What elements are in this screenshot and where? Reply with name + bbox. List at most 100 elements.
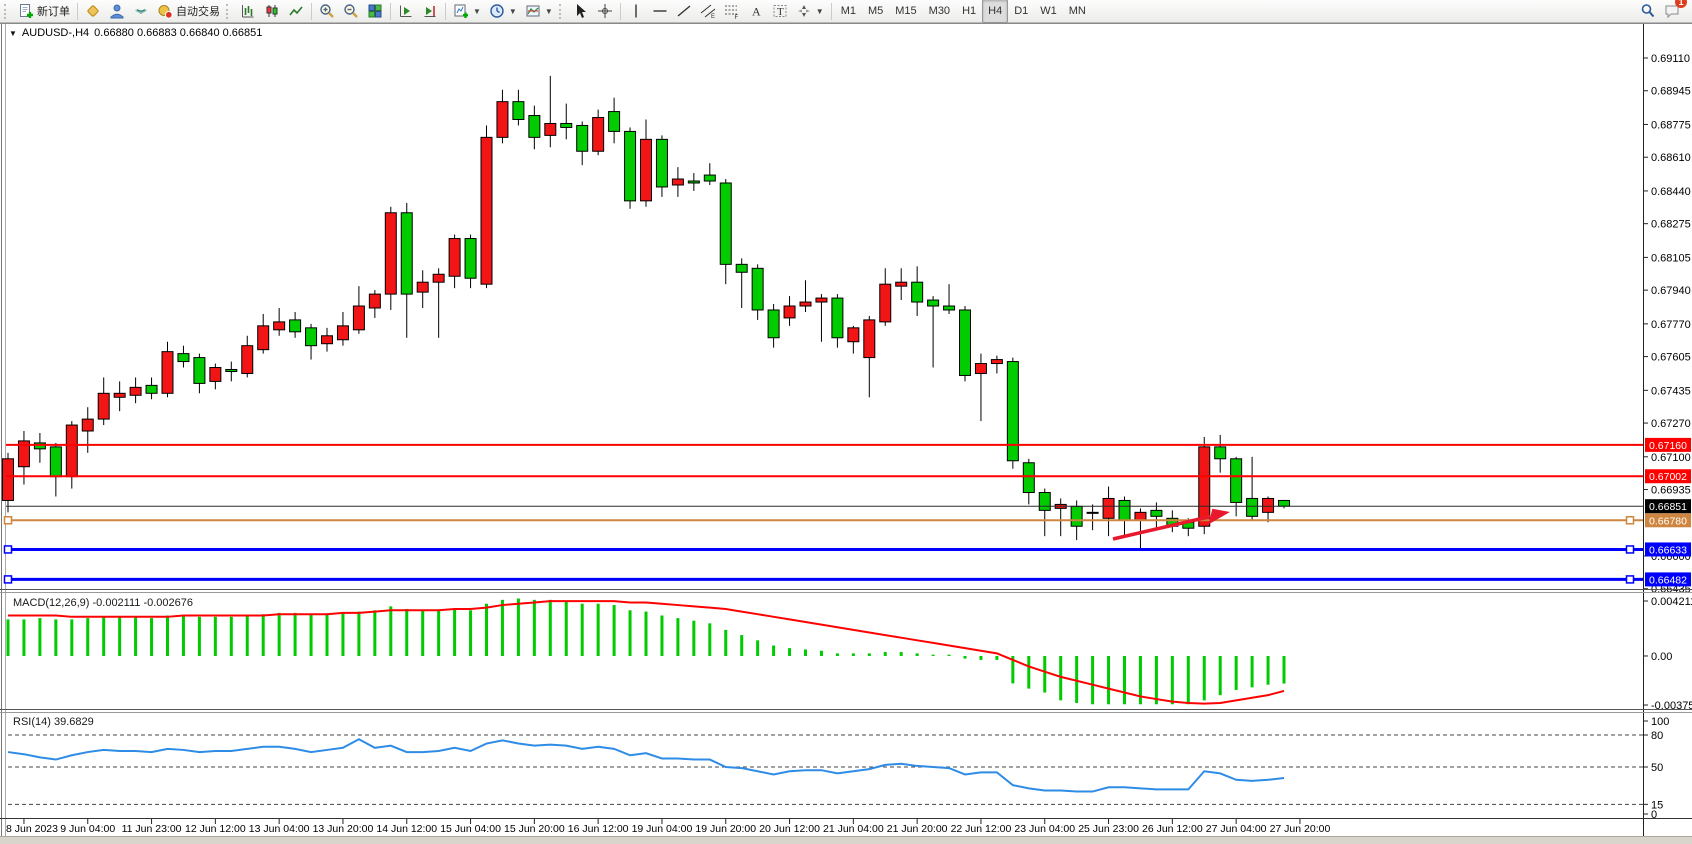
- tile-windows-icon: [368, 4, 382, 18]
- candle: [815, 297, 828, 303]
- horizontal-line-icon: [653, 10, 667, 12]
- candle: [225, 368, 238, 372]
- chart-shift-button[interactable]: [418, 0, 442, 23]
- fibonacci-button[interactable]: F: [720, 0, 744, 23]
- tile-windows-button[interactable]: [363, 0, 387, 23]
- candle: [943, 305, 956, 311]
- rsi-tick-label: 80: [1651, 730, 1663, 742]
- new-order-button[interactable]: 新订单: [14, 0, 74, 23]
- trendline-button[interactable]: [672, 0, 696, 23]
- bar-chart-button[interactable]: [236, 0, 260, 23]
- candle: [560, 122, 573, 128]
- zoom-out-button[interactable]: [339, 0, 363, 23]
- svg-text:A: A: [752, 5, 761, 19]
- time-label: 19 Jun 20:00: [695, 823, 756, 835]
- market-button[interactable]: [81, 0, 105, 23]
- auto-scroll-button[interactable]: [394, 0, 418, 23]
- auto-trading-button[interactable]: 自动交易: [153, 0, 224, 23]
- timeframe-D1[interactable]: D1: [1014, 5, 1029, 17]
- chart-collapse-icon[interactable]: ▼: [9, 28, 17, 38]
- candle: [1246, 497, 1259, 517]
- time-label: 9 Jun 04:00: [60, 823, 115, 835]
- time-label: 21 Jun 04:00: [823, 823, 884, 835]
- time-label: 16 Jun 12:00: [568, 823, 629, 835]
- symbol-period-label: AUDUSD-,H4: [21, 27, 90, 39]
- line-drag-handle[interactable]: [3, 545, 13, 554]
- main-toolbar: 新订单 自动交易: [0, 0, 1692, 23]
- toolbar-separator: [390, 2, 391, 20]
- text-label-button[interactable]: T: [768, 0, 792, 23]
- timeframe-M5[interactable]: M5: [867, 5, 884, 17]
- candle: [974, 363, 987, 374]
- candle: [193, 357, 206, 384]
- timeframe-MN[interactable]: MN: [1068, 5, 1086, 17]
- time-label: 23 Jun 04:00: [1014, 823, 1075, 835]
- annotation-arrow[interactable]: [1112, 514, 1211, 541]
- zoom-in-button[interactable]: [315, 0, 339, 23]
- line-drag-handle[interactable]: [3, 516, 13, 525]
- notifications-button[interactable]: 1: [1660, 0, 1687, 23]
- candle: [528, 115, 541, 138]
- price-tick-label: 0.68610: [1651, 152, 1691, 164]
- ohlc-values: 0.66880 0.66883 0.66840 0.66851: [94, 27, 263, 39]
- rsi-tick-label: 100: [1651, 716, 1669, 728]
- candle: [879, 283, 892, 323]
- candle: [735, 263, 748, 273]
- signals-button[interactable]: [129, 0, 153, 23]
- horizontal-line-button[interactable]: [648, 0, 672, 23]
- candle: [289, 319, 302, 333]
- text-button[interactable]: A: [744, 0, 768, 23]
- timeframe-M15[interactable]: M15: [895, 5, 917, 17]
- timeframe-M1[interactable]: M1: [840, 5, 856, 17]
- timeframe-H1[interactable]: H1: [962, 5, 977, 17]
- timeframes-dropdown-button[interactable]: ▼: [485, 0, 521, 23]
- cursor-button[interactable]: [569, 0, 593, 23]
- line-drag-handle[interactable]: [1625, 545, 1635, 554]
- vertical-line-button[interactable]: [624, 0, 648, 23]
- toolbar-separator: [830, 2, 832, 20]
- line-drag-handle[interactable]: [1625, 575, 1635, 584]
- timeframe-H4[interactable]: H4: [982, 0, 1009, 23]
- candle: [400, 212, 413, 295]
- new-chart-button[interactable]: ▼: [449, 0, 485, 23]
- svg-text:E: E: [711, 14, 715, 19]
- candle: [863, 319, 876, 359]
- rsi-line: [7, 738, 1285, 793]
- rsi-value: 39.6829: [53, 716, 94, 728]
- dropdown-caret: ▼: [508, 6, 517, 16]
- annotation-arrow-head[interactable]: [1208, 508, 1230, 525]
- indicators-button[interactable]: ▼: [521, 0, 557, 23]
- equidistant-channel-icon: E: [700, 4, 716, 19]
- candle: [1006, 361, 1019, 462]
- channel-button[interactable]: E: [696, 0, 720, 23]
- notification-badge: 1: [1675, 0, 1687, 8]
- candle: [1102, 497, 1115, 519]
- trendline-icon: [677, 5, 691, 17]
- crosshair-button[interactable]: [593, 0, 617, 23]
- search-button[interactable]: [1636, 0, 1660, 23]
- line-drag-handle[interactable]: [3, 575, 13, 584]
- timeframe-W1[interactable]: W1: [1040, 5, 1057, 17]
- zoom-in-icon: [320, 4, 334, 18]
- price-line-label: 0.67160: [1649, 440, 1687, 452]
- line-drag-handle[interactable]: [1625, 516, 1635, 525]
- price-line-label: 0.67002: [1649, 471, 1687, 483]
- horizontal-scrollbar[interactable]: [0, 837, 1692, 844]
- price-tick-label: 0.68945: [1651, 86, 1691, 98]
- price-tick-label: 0.68440: [1651, 186, 1691, 198]
- price-line-label-box: [1645, 542, 1691, 557]
- shapes-button[interactable]: ▼: [792, 0, 828, 23]
- community-button[interactable]: [105, 0, 129, 23]
- time-label: 27 Jun 04:00: [1206, 823, 1267, 835]
- candle: [1070, 505, 1083, 527]
- candle: [847, 327, 860, 343]
- candle: [1134, 511, 1147, 521]
- candlestick-chart-button[interactable]: [260, 0, 284, 23]
- timeframe-M30[interactable]: M30: [928, 5, 951, 17]
- cursor-icon: [576, 4, 586, 18]
- dropdown-caret: ▼: [544, 6, 553, 16]
- price-line-label: 0.66851: [1649, 501, 1687, 513]
- line-chart-button[interactable]: [284, 0, 308, 23]
